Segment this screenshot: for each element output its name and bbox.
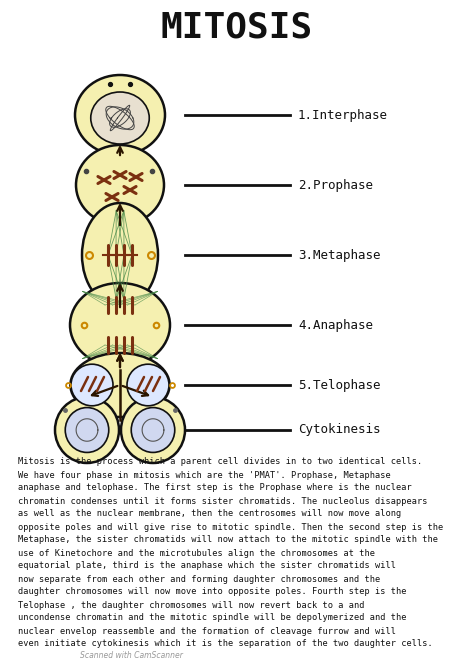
Text: uncondense chromatin and the mitotic spindle will be depolymerized and the: uncondense chromatin and the mitotic spi…	[18, 614, 407, 622]
Text: now separate from each other and forming daughter chromosomes and the: now separate from each other and forming…	[18, 574, 380, 584]
Text: 4.Anaphase: 4.Anaphase	[298, 318, 373, 332]
Ellipse shape	[65, 407, 109, 452]
Text: chromatin condenses until it forms sister chromatids. The nucleolus disappears: chromatin condenses until it forms siste…	[18, 496, 428, 505]
Ellipse shape	[75, 75, 165, 155]
Text: 1.Interphase: 1.Interphase	[298, 109, 388, 121]
Text: use of Kinetochore and the microtubules align the chromosomes at the: use of Kinetochore and the microtubules …	[18, 549, 375, 557]
Ellipse shape	[91, 92, 149, 144]
Ellipse shape	[121, 397, 185, 463]
Text: Cytokinesis: Cytokinesis	[298, 423, 381, 436]
Text: 2.Prophase: 2.Prophase	[298, 178, 373, 192]
Ellipse shape	[70, 283, 170, 367]
Text: nuclear envelop reassemble and the formation of cleavage furrow and will: nuclear envelop reassemble and the forma…	[18, 626, 396, 636]
Text: opposite poles and will give rise to mitotic spindle. Then the second step is th: opposite poles and will give rise to mit…	[18, 523, 443, 531]
Ellipse shape	[71, 353, 170, 417]
Text: Telophase , the daughter chromosomes will now revert back to a and: Telophase , the daughter chromosomes wil…	[18, 600, 365, 610]
Ellipse shape	[131, 407, 175, 452]
Text: Scanned with CamScanner: Scanned with CamScanner	[80, 651, 183, 659]
Ellipse shape	[76, 145, 164, 225]
Ellipse shape	[82, 203, 158, 307]
Ellipse shape	[127, 364, 169, 406]
Text: MITOSIS: MITOSIS	[161, 11, 313, 45]
Ellipse shape	[55, 397, 119, 463]
Ellipse shape	[71, 364, 113, 406]
Text: 5.Telophase: 5.Telophase	[298, 379, 381, 391]
Text: anaphase and telophase. The first step is the Prophase where is the nuclear: anaphase and telophase. The first step i…	[18, 484, 412, 492]
Text: Mitosis is the process which a parent cell divides in to two identical cells.: Mitosis is the process which a parent ce…	[18, 458, 422, 466]
Text: We have four phase in mitosis which are the 'PMAT'. Prophase, Metaphase: We have four phase in mitosis which are …	[18, 470, 391, 480]
Text: Metaphase, the sister chromatids will now attach to the mitotic spindle with the: Metaphase, the sister chromatids will no…	[18, 535, 438, 545]
Text: daughter chromosomes will now move into opposite poles. Fourth step is the: daughter chromosomes will now move into …	[18, 588, 407, 596]
Text: 3.Metaphase: 3.Metaphase	[298, 249, 381, 261]
Text: even initiate cytokinesis which it is the separation of the two daughter cells.: even initiate cytokinesis which it is th…	[18, 639, 433, 649]
Text: as well as the nuclear membrane, then the centrosomes will now move along: as well as the nuclear membrane, then th…	[18, 509, 401, 519]
Text: equatorial plate, third is the anaphase which the sister chromatids will: equatorial plate, third is the anaphase …	[18, 561, 396, 570]
